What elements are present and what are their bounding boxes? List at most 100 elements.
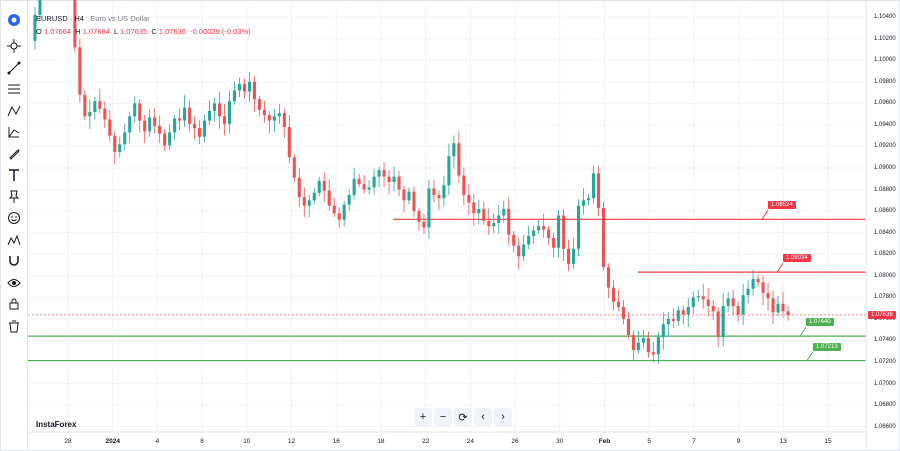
- time-tick-label: 10: [243, 438, 251, 445]
- prediction-icon[interactable]: [4, 123, 24, 141]
- candle-bearish: [222, 104, 227, 136]
- candle-bullish: [686, 298, 690, 328]
- candle-bearish: [706, 288, 710, 317]
- support-level-tag[interactable]: 1.07213: [813, 342, 841, 351]
- candle-bullish: [641, 329, 645, 349]
- candle-bearish: [252, 75, 256, 112]
- candle-bearish: [262, 100, 266, 123]
- candle-bearish: [711, 300, 715, 321]
- resistance-level-tag[interactable]: 1.08034: [783, 254, 811, 263]
- price-tick-label: 1.07800: [874, 294, 896, 301]
- candle-bullish: [557, 209, 561, 259]
- scroll-left-button[interactable]: ‹: [474, 408, 492, 426]
- level-callout-pointer: [776, 262, 784, 273]
- candle-bullish: [148, 109, 152, 137]
- candle-bearish: [417, 207, 421, 231]
- candle-bearish: [178, 108, 182, 131]
- eye-lock-icon[interactable]: [4, 274, 24, 292]
- candle-bullish: [272, 108, 276, 133]
- candle-bullish: [407, 187, 411, 205]
- crosshair-icon[interactable]: [4, 37, 24, 55]
- price-tick-label: 1.07200: [874, 358, 896, 365]
- candle-bearish: [257, 95, 261, 117]
- support-level-tag[interactable]: 1.07440: [806, 318, 834, 327]
- time-tick-label: 15: [824, 438, 832, 445]
- candle-bearish: [397, 170, 401, 197]
- text-icon[interactable]: [4, 166, 24, 184]
- candle-bullish: [572, 237, 576, 269]
- candle-bearish: [517, 237, 521, 270]
- candle-bearish: [322, 172, 326, 202]
- candle-bearish: [606, 263, 611, 299]
- pin-icon[interactable]: [4, 188, 24, 206]
- scroll-right-button[interactable]: ›: [494, 408, 512, 426]
- time-tick-label: 8: [200, 438, 204, 445]
- reset-chart-button[interactable]: ⟳: [454, 408, 472, 426]
- candle-bearish: [611, 279, 616, 311]
- price-tick-label: 1.07000: [874, 380, 896, 387]
- resistance-level-tag[interactable]: 1.08524: [768, 201, 796, 210]
- candle-bullish: [123, 123, 127, 151]
- candle-bullish: [202, 114, 207, 143]
- level-callout-pointer: [761, 210, 769, 220]
- time-tick-label: Feb: [598, 438, 611, 445]
- candle-bearish: [103, 101, 107, 129]
- candle-bearish: [113, 130, 117, 165]
- level-lines: [28, 210, 866, 362]
- open-label: O: [36, 27, 42, 36]
- candle-bearish: [542, 213, 546, 238]
- time-tick-label: 12: [287, 438, 296, 445]
- candle-bullish: [342, 200, 346, 227]
- time-tick-label: 4: [155, 438, 160, 445]
- candle-bearish: [482, 201, 486, 225]
- trash-icon[interactable]: [4, 317, 24, 335]
- candle-bullish: [367, 180, 371, 194]
- chart-grid: [28, 1, 866, 432]
- candle-bullish: [133, 96, 137, 123]
- pattern-icon[interactable]: [4, 102, 24, 120]
- high-label: H: [75, 27, 81, 36]
- logo-icon[interactable]: [4, 11, 24, 29]
- candle-bullish: [726, 291, 730, 313]
- candle-bullish: [676, 306, 680, 327]
- measure-icon[interactable]: [4, 231, 24, 249]
- time-tick-label: 9: [736, 438, 741, 445]
- trend-line-icon[interactable]: [4, 59, 24, 77]
- candle-bearish: [297, 167, 301, 208]
- candle-bullish: [392, 166, 396, 192]
- candle-bullish: [317, 176, 321, 197]
- drawing-toolbar: [1, 1, 28, 450]
- candle-bearish: [402, 185, 406, 213]
- price-tick-label: 1.08200: [874, 251, 896, 258]
- lock-icon[interactable]: [4, 295, 24, 313]
- candle-bearish: [437, 190, 441, 211]
- candle-bullish: [207, 100, 212, 126]
- price-tick-label: 1.09400: [874, 121, 896, 128]
- emoji-icon[interactable]: [4, 209, 24, 227]
- candle-bullish: [347, 189, 351, 211]
- fib-icon[interactable]: [4, 80, 24, 98]
- magnet-icon[interactable]: [4, 252, 24, 270]
- candle-bearish: [736, 301, 740, 322]
- brush-icon[interactable]: [4, 145, 24, 163]
- candle-bearish: [651, 341, 655, 363]
- price-tick-label: 1.09000: [874, 165, 896, 171]
- candle-bullish: [312, 187, 316, 204]
- candle-bullish: [307, 194, 311, 218]
- candle-bullish: [751, 269, 755, 296]
- candle-bullish: [477, 199, 481, 225]
- candle-bearish: [766, 282, 770, 311]
- candle-bullish: [492, 213, 496, 234]
- candle-bearish: [193, 116, 197, 140]
- candle-bullish: [247, 71, 251, 102]
- candle-bullish: [442, 175, 446, 207]
- candle-bearish: [302, 187, 306, 218]
- level-callout-pointer: [799, 326, 807, 337]
- candle-bearish: [626, 311, 630, 339]
- price-tick-label: 1.06600: [874, 423, 896, 430]
- candle-bearish: [188, 100, 192, 132]
- zoom-out-button[interactable]: −: [434, 408, 452, 426]
- zoom-in-button[interactable]: +: [414, 408, 432, 426]
- candle-bearish: [143, 115, 147, 144]
